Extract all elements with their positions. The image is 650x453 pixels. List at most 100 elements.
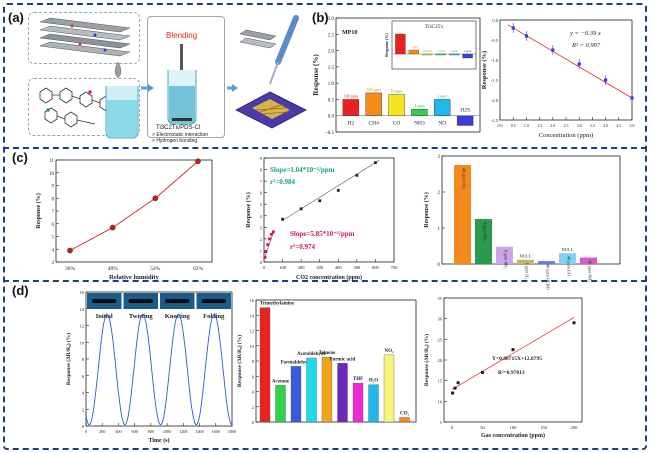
interaction-bullet-2: > Hydrogen bonding [152,138,198,144]
chart-c1-series-line [69,160,199,251]
chart-c1-ytick-label: 3 [52,261,55,266]
chart-b-category-label: NH3 [414,121,425,127]
blending-box [147,16,225,138]
chart-c1-xtick-label: 62% [193,266,204,272]
mxene-box [28,12,140,64]
chart-b-bar [434,99,451,116]
chart-d1-xtick-label: 800 [148,429,154,434]
chart-d2-bar [337,363,348,423]
chart-c1-point [195,158,201,165]
chart-d1-xtick-label: 0 [85,429,87,434]
chart-c2-point-low [263,255,267,259]
chart-c1-ytick-label: 11 [49,159,54,164]
chart-b-bar [342,99,360,116]
chart-b2-ytick-label: -2.0 [491,98,499,103]
chart-d1-ytick-label: 2 [82,407,84,412]
chart-c2-xtick-label: 500 [353,265,361,270]
chart-c3-null-label: NULL [520,254,532,259]
chart-d1-ytick-label: 10 [80,340,85,345]
chart-b2-point [604,78,608,82]
chart-c2-point-low [264,250,268,253]
chart-c2-xtick-label: 0 [263,265,266,270]
chart-d1-xtick-label: 1800 [228,429,236,434]
chart-d3-ytick-label: 10 [438,399,443,404]
chart-b-conc-label: 100 ppm [344,93,359,98]
panel-label-a: (a) [8,10,24,25]
chart-c2-ytick-label: 5 [260,202,263,207]
chart-b-bar [388,94,405,116]
chart-b-ytick-label: 1.5 [328,66,335,71]
chart-c2-xtick-label: 100 [279,265,287,270]
chart-d2-bar [368,384,379,423]
chart-d3-ytick-label: 5 [440,420,443,425]
chart-b2-xtick-label: 5.0 [630,123,635,128]
chart-b2-ytick-label: -1.5 [491,78,499,83]
chart-d2-bar-label: Toluene [319,351,337,356]
chart-c3-null-label: NULL [562,247,574,252]
chart-c2-xlabel: CO2 concentration (ppm) [296,274,362,281]
chart-c1-point [67,247,73,254]
chart-b-inset-ylabel: Response (%) [384,33,389,57]
chart-d2-ytick-label: 0 [252,420,255,425]
chart-b2-xtick-label: 0.5 [511,123,516,128]
chart-c1-xtick-label: 54% [150,266,161,272]
chart-c2-slope-high: Slope=1.04*10⁻²/ppm [270,166,335,174]
section-divider-c [3,147,647,149]
chart-c3-bar [580,257,597,264]
chart-d1-ytick-label: 12 [80,324,85,329]
blending-label: Blending [166,31,198,40]
chart-d3-xtick-label: 150 [540,425,548,430]
chart-b-inset-bar [395,33,406,55]
chart-d2-bar-label: Formic acid [330,357,356,362]
chart-d2-bar [399,417,410,423]
chart-c1-xlabel: Relative humidity [109,274,159,281]
chart-d2-bar [290,366,302,423]
chart-b-inset-bar [422,53,433,56]
chart-b2-ytick-label: 0.0 [492,18,498,23]
chart-d1-xlabel: Time (s) [148,437,169,444]
pipette-icon [269,15,299,85]
chart-b2-fit-line [507,24,633,99]
chart-b2-xtick-label: 4.5 [616,123,621,128]
sensor-chip-icon [235,91,307,129]
figure-frame [3,3,647,450]
chart-d2-ytick-label: 2 [252,405,254,410]
chart-d3-ytick-label: 25 [438,337,443,342]
chart-b-ytick-label: 0.0 [328,115,335,120]
chart-d3-ytick-label: 30 [438,317,443,322]
chart-c2-ytick-label: 8 [260,168,263,173]
chart-d2-ytick-label: 4 [252,390,255,395]
chart-d1-state-label: Folding [203,313,225,320]
chart-c2-ytick-label: 1 [260,248,262,253]
interaction-bullet-1: > Electrostatic interaction [152,132,209,138]
chart-d2-bar-label: CO₂ [400,411,410,416]
chart-d2-ytick-label: 10 [250,344,255,349]
chart-d1-ytick-label: 0 [82,424,85,429]
chart-c2-ytick-label: 2 [260,237,262,242]
chart-c2-xtick-label: 300 [316,265,324,270]
chart-c3-bar-label: 8 ppm NH₃ [483,222,488,242]
chart-b-inset-conc-label: 1 ppm [437,49,445,53]
chart-b2-xlabel: Concentration (ppm) [539,132,593,139]
chart-d2-bar [275,385,286,423]
chart-d3-point [456,381,460,385]
chart-b2-point [577,62,581,66]
chart-d3-point [572,321,576,325]
chart-b-inset-box [391,20,477,70]
chart-b-bar [456,115,474,126]
chart-d2-bar [321,357,333,423]
chart-b2-xtick-label: 3.0 [577,123,582,128]
schematic-a [39,15,307,139]
chart-b2-xtick-label: 1.5 [537,123,542,128]
chart-d3-point [451,391,455,395]
chart-b2-xtick-label: 2.0 [550,123,555,128]
chart-c1-xtick-label: 36% [65,266,76,272]
chart-d1-ytick-label: 6 [82,374,85,379]
section-divider-d [3,280,647,282]
chart-c1-point [109,224,116,231]
